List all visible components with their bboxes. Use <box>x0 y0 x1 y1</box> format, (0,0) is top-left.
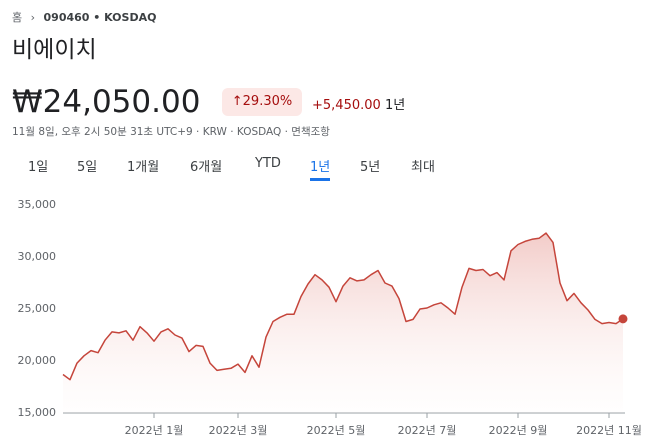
stock-title: 비에이치 <box>12 37 97 63</box>
range-tab[interactable]: 1년 <box>310 156 331 181</box>
y-tick-label: 25,000 <box>18 302 57 315</box>
last-point <box>618 314 628 324</box>
change-percent: 29.30% <box>242 94 293 109</box>
range-tab[interactable]: YTD <box>255 156 281 171</box>
change-amount: +5,450.00 1년 <box>312 94 405 113</box>
change-badge: ↑29.30% <box>222 88 302 116</box>
x-tick-label: 2022년 5월 <box>307 424 366 437</box>
y-tick-label: 35,000 <box>18 198 57 211</box>
x-tick-label: 2022년 3월 <box>209 424 268 437</box>
price-line <box>62 232 624 381</box>
area-fill <box>63 233 623 413</box>
y-tick-label: 15,000 <box>18 406 57 419</box>
range-tab[interactable]: 최대 <box>411 160 435 175</box>
range-tab[interactable]: 5년 <box>360 160 381 175</box>
change-abs: +5,450.00 <box>312 98 381 113</box>
home-link[interactable]: 홈 <box>12 11 23 24</box>
range-tab[interactable]: 5일 <box>77 160 98 175</box>
up-arrow: ↑ <box>231 94 243 109</box>
x-tick-label: 2022년 7월 <box>398 424 457 437</box>
info-line: 11월 8일, 오후 2시 50분 31초 UTC+9 · KRW · KOSD… <box>12 126 330 138</box>
separator: › <box>30 11 36 24</box>
x-tick-label: 2022년 1월 <box>125 424 184 437</box>
symbol: 090460 • KOSDAQ <box>43 11 157 24</box>
period: 1년 <box>384 98 406 113</box>
price: ₩24,050.00 <box>12 84 201 120</box>
y-tick-label: 30,000 <box>18 250 57 263</box>
range-tab[interactable]: 1일 <box>28 160 49 175</box>
range-tab[interactable]: 6개월 <box>190 160 223 175</box>
x-tick-label: 2022년 11월 <box>576 424 642 437</box>
x-tick-label: 2022년 9월 <box>489 424 548 437</box>
breadcrumb: 홈 › 090460 • KOSDAQ <box>12 9 156 25</box>
y-tick-label: 20,000 <box>18 354 57 367</box>
range-tab[interactable]: 1개월 <box>127 160 160 175</box>
